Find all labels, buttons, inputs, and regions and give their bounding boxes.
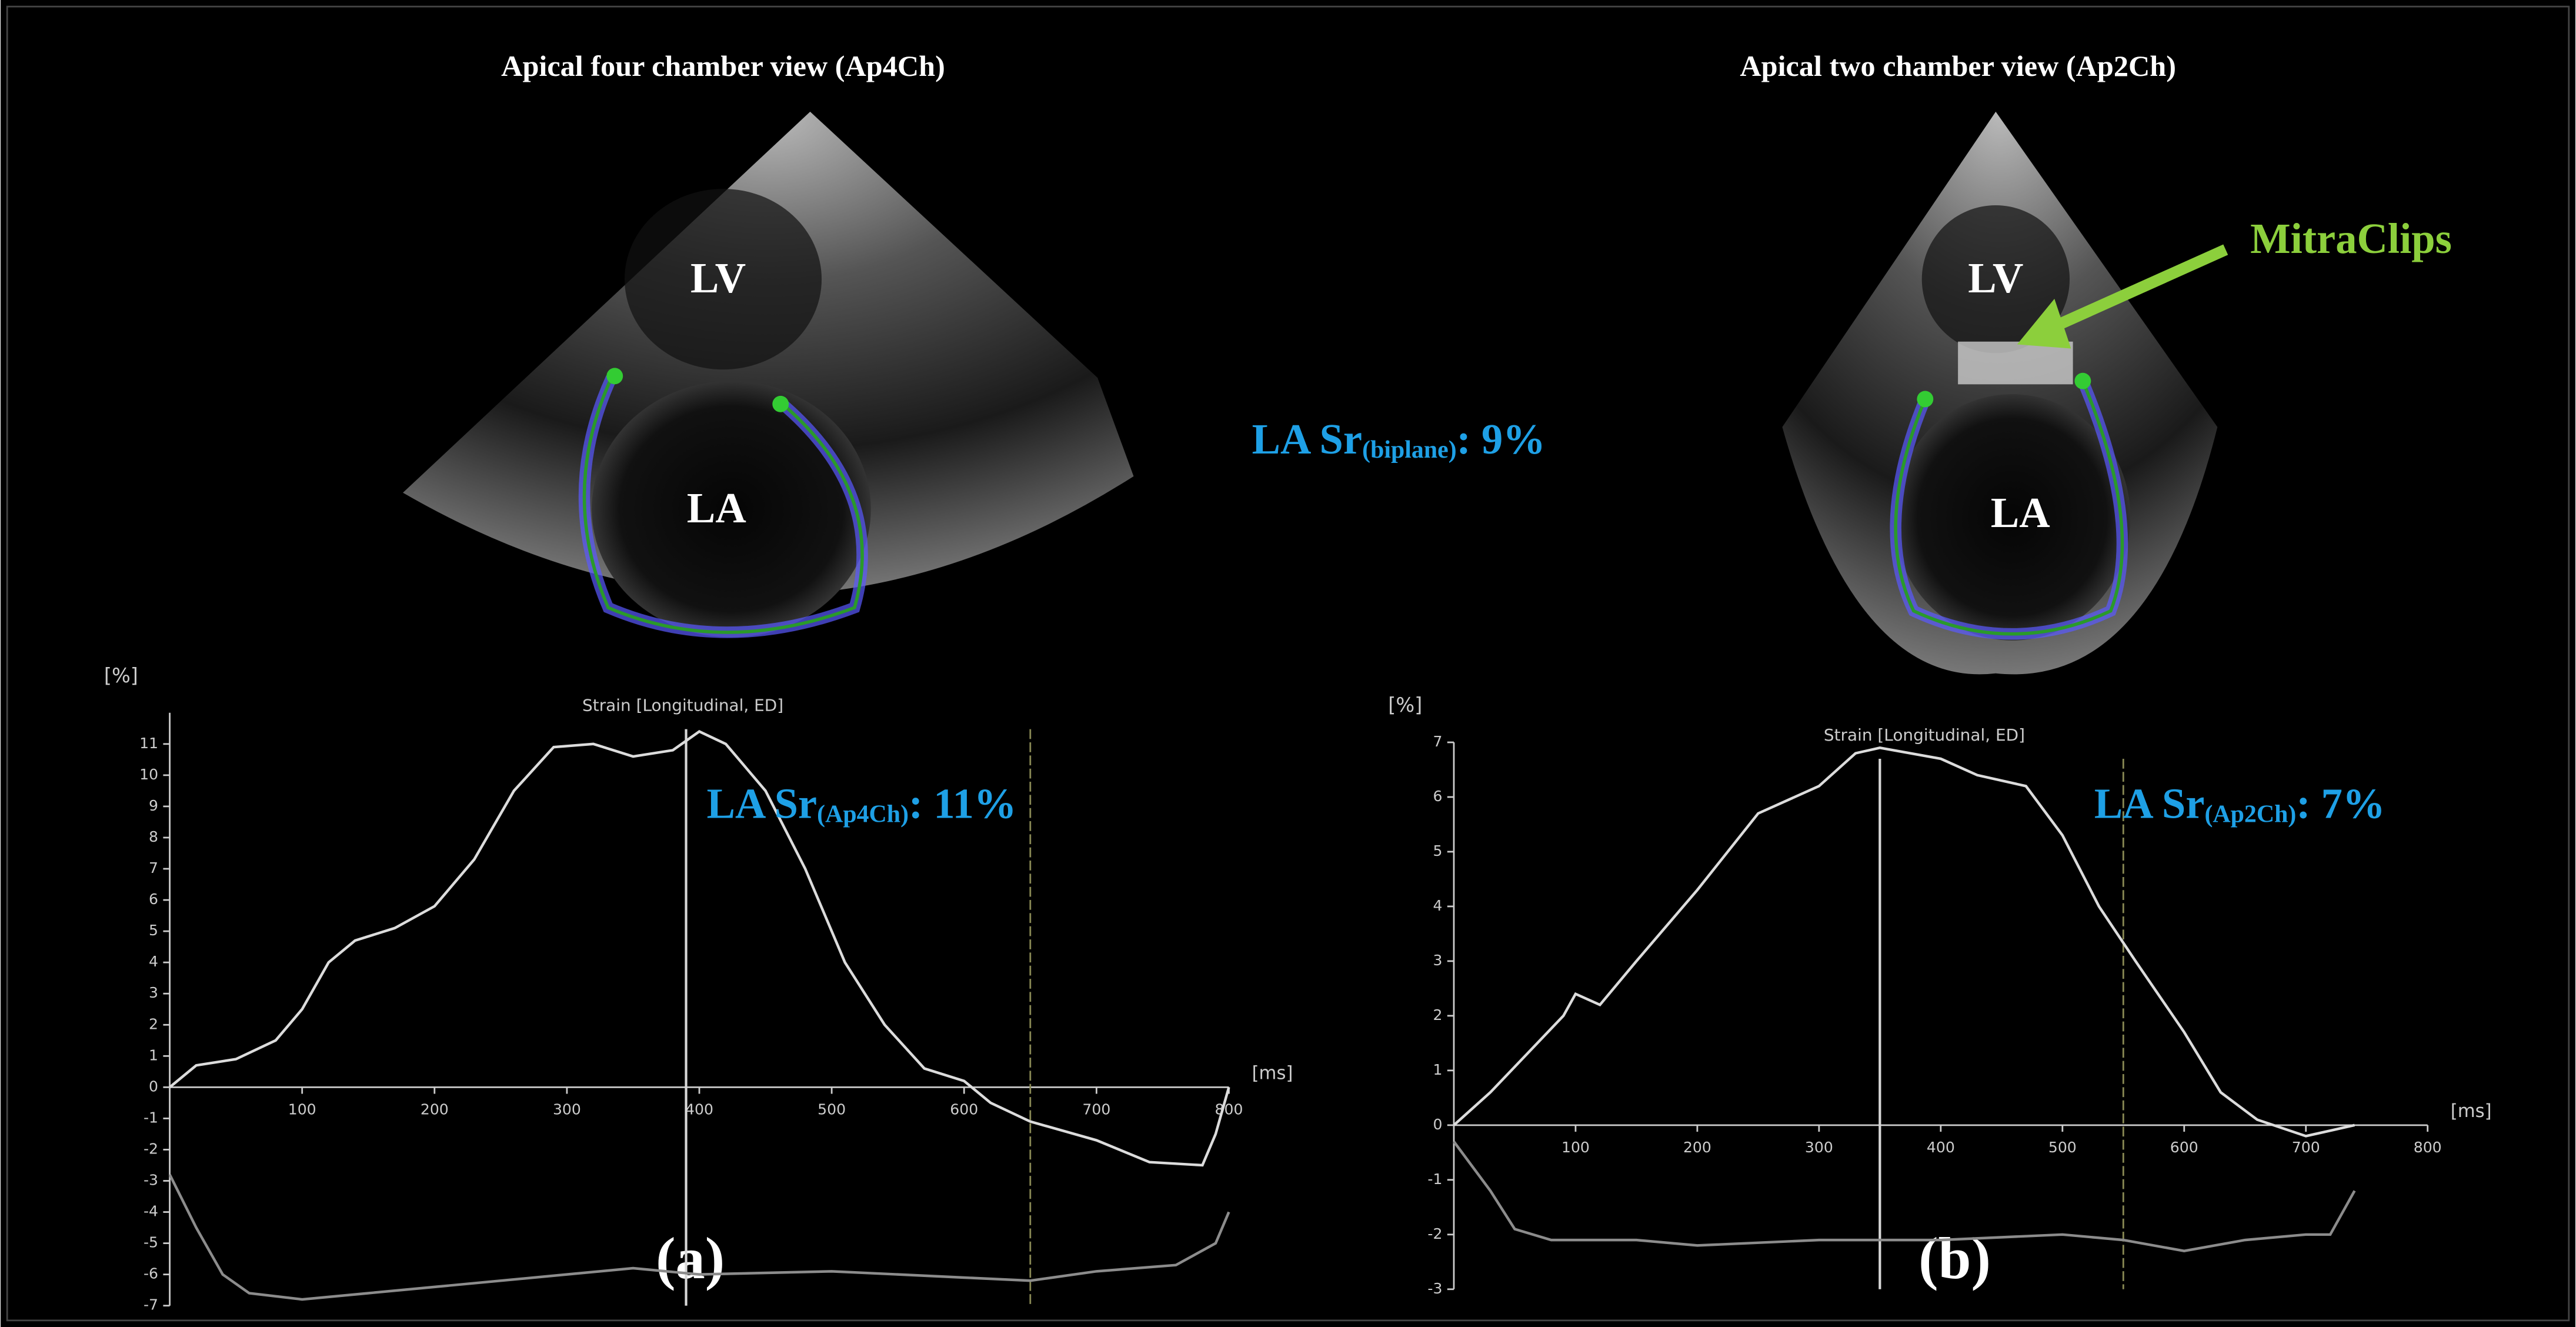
y-tick-label: 1 [1433,1061,1442,1078]
label: LA Sr [707,779,817,827]
strain-curve [168,1173,1230,1301]
y-tick-label: 4 [149,953,158,970]
y-tick-label: 6 [149,891,158,908]
y-tick-label: 2 [149,1015,158,1032]
y-tick-label: -3 [1427,1280,1442,1297]
chart-title: Strain [Longitudinal, ED] [1824,725,2025,745]
x-tick-label: 400 [685,1101,713,1118]
y-tick-label: 10 [139,766,158,783]
x-tick-label: 700 [2292,1139,2320,1156]
strain-annotation: LA Sr(Ap2Ch): 7% [2094,779,2385,828]
y-tick-label: 3 [1433,952,1442,969]
strain-curve [1453,1141,2356,1252]
contour-point [1917,391,1934,408]
y-tick-label: 5 [149,922,158,939]
contour-line-b [1894,380,2124,636]
contour-point [2074,372,2091,389]
x-tick-label: 800 [1215,1101,1243,1118]
strain-curve [169,730,1230,1167]
strain-annotation: LA Sr(Ap4Ch): 11% [707,779,1017,828]
x-tick-label: 100 [1561,1139,1590,1156]
y-tick-label: -1 [144,1109,158,1126]
panel-letter: (a) [656,1225,725,1291]
label: LA Sr [1252,415,1363,463]
arrow-shaft [2047,244,2228,334]
x-tick-label: 600 [950,1101,978,1118]
contour-point [772,395,789,412]
y-tick-label: -7 [144,1296,158,1313]
lv-cavity-a [625,189,822,370]
y-tick-label: 9 [149,797,158,814]
panel-letter: (b) [1918,1225,1991,1291]
x-tick-label: 500 [817,1101,846,1118]
value: : 9% [1457,415,1546,463]
biplane-strain: LA Sr(biplane): 9% [1252,415,1546,464]
y-tick-label: 4 [1433,897,1442,914]
x-tick-label: 600 [2170,1139,2198,1156]
y-tick-label: 0 [1433,1116,1442,1133]
y-tick-label: -3 [144,1172,158,1189]
chamber-label: LV [690,254,746,302]
y-tick-label: 6 [1433,788,1442,805]
x-tick-label: 200 [421,1101,449,1118]
chamber-label: LA [1991,489,2050,536]
y-tick-label: -4 [144,1203,158,1220]
arrow-label: MitraClips [2250,215,2452,262]
x-tick-label: 100 [288,1101,316,1118]
x-tick-label: 200 [1683,1139,1711,1156]
y-tick-label: -5 [144,1234,158,1251]
x-tick-label: 300 [1805,1139,1833,1156]
y-axis-label: [%] [104,664,138,687]
subscript: (Ap2Ch) [2204,801,2296,828]
chamber-label: LV [1968,254,2023,302]
x-tick-label: 400 [1927,1139,1955,1156]
view-title: Apical two chamber view (Ap2Ch) [1740,49,2176,82]
y-tick-label: -1 [1427,1171,1442,1188]
y-axis-label: [%] [1388,693,1422,716]
x-tick-label: 800 [2414,1139,2442,1156]
frame [6,5,2570,1322]
y-tick-label: -6 [144,1265,158,1282]
x-tick-label: 700 [1082,1101,1110,1118]
y-tick-label: 11 [139,735,158,752]
mitraclip-image [1958,341,2073,385]
y-tick-label: 3 [149,984,158,1001]
arrow-head [2017,298,2071,349]
y-tick-label: 7 [1433,733,1442,750]
contour-point [606,368,623,385]
y-tick-label: -2 [144,1140,158,1157]
value: : 7% [2296,779,2385,827]
chamber-label: LA [687,484,746,532]
label: LA Sr [2094,779,2205,827]
contour-line-a [582,377,864,634]
subscript: (Ap4Ch) [817,801,909,828]
strain-curve [1453,746,2355,1138]
y-tick-label: -2 [1427,1225,1442,1242]
y-tick-label: 5 [1433,842,1442,859]
x-axis-label: [ms] [1252,1063,1293,1084]
chart-title: Strain [Longitudinal, ED] [582,696,783,715]
x-tick-label: 300 [553,1101,581,1118]
la-cavity-b [1894,394,2131,641]
lv-cavity-b [1921,205,2070,354]
x-tick-label: 500 [2048,1139,2077,1156]
subscript: (biplane) [1362,436,1457,463]
y-tick-label: 0 [149,1078,158,1095]
la-cavity-a [592,381,871,638]
y-tick-label: 8 [149,828,158,845]
y-tick-label: 7 [149,859,158,876]
value: : 11% [909,779,1016,827]
y-tick-label: 1 [149,1046,158,1063]
x-axis-label: [ms] [2451,1101,2492,1122]
view-title: Apical four chamber view (Ap4Ch) [501,49,945,82]
y-tick-label: 2 [1433,1006,1442,1023]
